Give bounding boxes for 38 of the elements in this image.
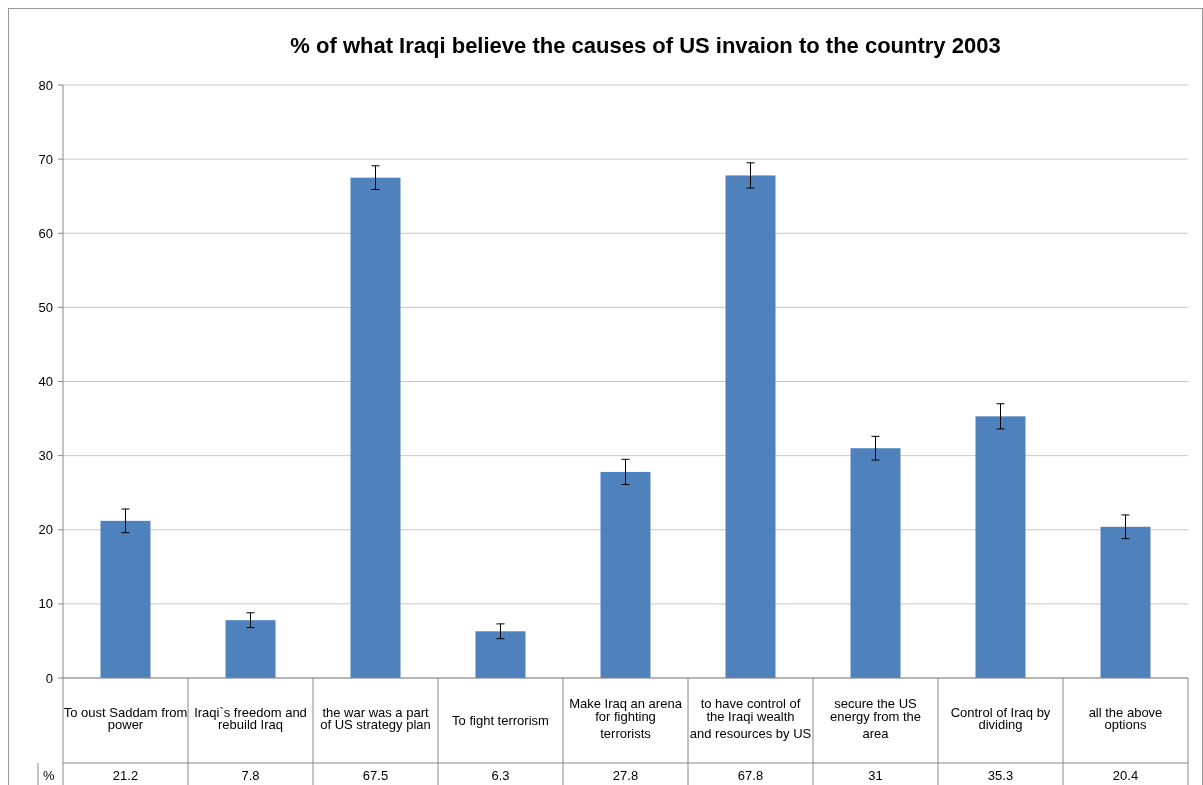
x-tick-label: to have control of the Iraqi wealth and resources by US xyxy=(689,696,812,741)
bar xyxy=(850,448,901,678)
bar xyxy=(225,620,276,678)
x-tick-label: Iraqi`s freedom and rebuild Iraq xyxy=(194,704,307,732)
bar xyxy=(475,631,526,678)
x-tick-label: secure the US energy from the area xyxy=(829,696,922,741)
data-label: 20.4 xyxy=(1112,768,1139,784)
y-tick-label: 10 xyxy=(38,596,53,612)
y-tick-label: 50 xyxy=(38,299,53,315)
y-tick-label: 20 xyxy=(38,522,53,538)
data-label: 31 xyxy=(868,768,883,784)
bar xyxy=(725,175,776,678)
y-tick-label: 60 xyxy=(38,225,53,241)
x-tick-label: Control of Iraq by dividing xyxy=(950,704,1051,732)
bar xyxy=(100,520,151,678)
bar xyxy=(600,471,651,678)
data-label: 27.8 xyxy=(612,768,639,784)
x-tick-label: the war was a part of US strategy plan xyxy=(320,704,431,732)
y-tick-label: 80 xyxy=(38,77,53,93)
x-tick-label: all the above options xyxy=(1088,704,1163,732)
y-tick-label: 70 xyxy=(38,151,53,167)
data-label: 6.3 xyxy=(491,768,510,784)
text: % xyxy=(43,768,55,784)
data-label: 35.3 xyxy=(987,768,1014,784)
x-tick-label: To oust Saddam from power xyxy=(63,704,188,732)
x-tick-label: Make Iraq an arena for fighting terrorists xyxy=(569,696,683,741)
bar xyxy=(1100,526,1151,678)
y-tick-label: 0 xyxy=(45,670,53,686)
y-tick-label: 30 xyxy=(38,448,53,464)
chart-title: % of what Iraqi believe the causes of US invaion to the country 2003 xyxy=(290,33,1001,58)
data-label: 21.2 xyxy=(112,768,139,784)
bar xyxy=(350,177,401,678)
bar xyxy=(975,416,1026,678)
data-label: 7.8 xyxy=(241,768,260,784)
x-tick-label: To fight terrorism xyxy=(452,713,549,729)
data-label: 67.5 xyxy=(362,768,389,784)
y-tick-label: 40 xyxy=(38,374,53,390)
data-label: 67.8 xyxy=(737,768,764,784)
